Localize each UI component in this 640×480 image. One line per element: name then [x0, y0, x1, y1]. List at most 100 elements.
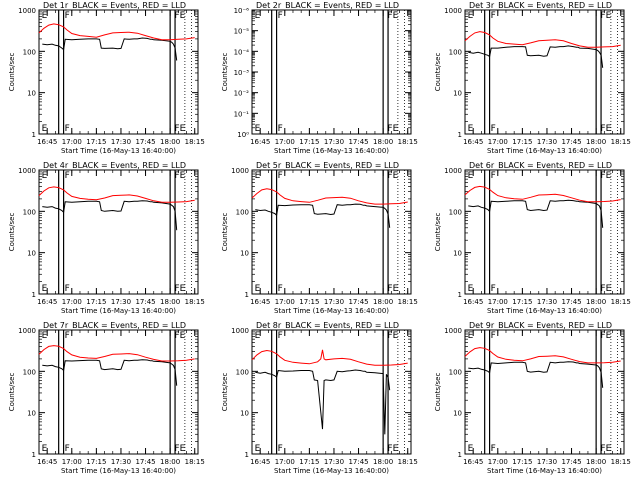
flag-label-bottom: FE: [387, 444, 398, 454]
x-axis-label: Start Time (16-May-13 16:40:00): [61, 467, 176, 475]
y-tick-label: 1: [245, 451, 249, 459]
y-tick-label: 100: [449, 208, 462, 216]
x-tick-label: 17:00: [275, 458, 295, 466]
x-tick-label: 17:30: [111, 138, 131, 146]
series-lld-line: [464, 347, 621, 364]
x-tick-label: 16:45: [463, 138, 483, 146]
flag-label-bottom: FE: [387, 284, 398, 294]
y-tick-label: 1000: [444, 7, 462, 15]
flag-label-bottom: FE: [174, 444, 185, 454]
x-tick-label: 17:00: [275, 138, 295, 146]
series-lld-line: [251, 188, 408, 205]
x-tick-label: 18:15: [611, 138, 631, 146]
x-tick-label: 18:00: [586, 458, 606, 466]
y-tick-label: 1: [32, 291, 36, 299]
y-tick-label: 1000: [18, 167, 36, 175]
x-tick-label: 18:15: [185, 138, 205, 146]
flag-label-bottom: F: [491, 124, 496, 134]
y-tick-label: 1: [32, 451, 36, 459]
y-axis-label: Counts/sec: [434, 373, 442, 412]
flag-label-top: F: [278, 171, 283, 181]
y-tick-label: 10⁻⁵: [234, 28, 250, 36]
detector-plot-2: Det 2r_BLACK = Events, RED = LLD 10⁰ 10⁻¹ 1…: [221, 1, 418, 155]
flag-label-bottom: FE: [600, 124, 611, 134]
flag-label-top: F: [65, 331, 70, 341]
x-tick-label: 18:00: [586, 298, 606, 306]
x-axis-label: Start Time (16-May-13 16:40:00): [274, 467, 389, 475]
flag-label-bottom: FE: [174, 284, 185, 294]
plot-frame: [251, 169, 412, 295]
y-tick-label: 100: [236, 208, 249, 216]
flag-label-bottom: FE: [387, 124, 398, 134]
flag-label-top: F: [65, 171, 70, 181]
y-axis-label: Counts/sec: [8, 53, 16, 92]
y-tick-label: 100: [236, 368, 249, 376]
x-tick-label: 17:00: [62, 298, 82, 306]
y-tick-label: 1000: [231, 167, 249, 175]
y-tick-label: 10: [240, 250, 249, 258]
y-tick-label: 1: [458, 291, 462, 299]
y-tick-label: 1000: [444, 327, 462, 335]
flag-label-bottom: FE: [600, 444, 611, 454]
y-tick-label: 100: [23, 208, 36, 216]
y-tick-label: 100: [449, 48, 462, 56]
plot-title: Det 4r_BLACK = Events, RED = LLD: [43, 161, 186, 170]
detector-plot-4: Det 4r_BLACK = Events, RED = LLD 1 10 100 10…: [8, 161, 205, 315]
x-tick-label: 17:45: [348, 138, 368, 146]
y-axis-label: Counts/sec: [221, 53, 229, 92]
detector-plot-9: Det 9r_BLACK = Events, RED = LLD 1 10 100 10…: [434, 321, 631, 475]
x-axis-label: Start Time (16-May-13 16:40:00): [274, 147, 389, 155]
flag-label-top: FE: [174, 171, 185, 181]
x-tick-label: 18:00: [373, 458, 393, 466]
y-axis-label: Counts/sec: [434, 213, 442, 252]
plot-frame: [464, 9, 625, 135]
detector-plot-1: Det 1r_BLACK = Events, RED = LLD 1 10 100 10…: [8, 1, 205, 155]
x-tick-label: 17:45: [561, 138, 581, 146]
x-tick-label: 17:30: [537, 298, 557, 306]
series-events-line: [42, 37, 178, 61]
flag-label-top: FE: [387, 11, 398, 21]
flag-label-bottom: E: [468, 124, 474, 134]
plot-frame: [38, 329, 199, 455]
x-tick-label: 17:15: [512, 298, 532, 306]
flag-label-top: FE: [600, 331, 611, 341]
flag-label-top: FE: [600, 11, 611, 21]
x-tick-label: 16:45: [37, 458, 57, 466]
y-tick-label: 1000: [18, 327, 36, 335]
plot-title: Det 9r_BLACK = Events, RED = LLD: [469, 321, 612, 330]
x-tick-label: 18:00: [586, 138, 606, 146]
series-lld-line: [38, 186, 195, 203]
x-tick-label: 17:45: [561, 458, 581, 466]
detector-plot-8: Det 8r_BLACK = Events, RED = LLD 1 10 100 10…: [221, 321, 418, 475]
y-tick-label: 100: [23, 48, 36, 56]
x-tick-label: 17:30: [111, 458, 131, 466]
series-events-line: [468, 361, 604, 388]
x-tick-label: 17:30: [537, 458, 557, 466]
y-tick-label: 10⁰: [237, 131, 249, 139]
flag-label-bottom: E: [468, 284, 474, 294]
plot-frame: [251, 9, 412, 135]
plot-frame: [464, 329, 625, 455]
plot-frame: [251, 329, 412, 455]
plot-title: Det 6r_BLACK = Events, RED = LLD: [469, 161, 612, 170]
x-tick-label: 17:15: [299, 138, 319, 146]
x-tick-label: 16:45: [463, 458, 483, 466]
flag-label-top: E: [42, 171, 48, 181]
x-tick-label: 16:45: [37, 138, 57, 146]
plot-frame: [38, 9, 199, 135]
flag-label-bottom: E: [42, 444, 48, 454]
x-tick-label: 17:45: [135, 138, 155, 146]
x-tick-label: 18:00: [373, 138, 393, 146]
x-tick-label: 18:00: [373, 298, 393, 306]
x-tick-label: 16:45: [250, 458, 270, 466]
y-tick-label: 10: [453, 90, 462, 98]
series-events-line: [255, 203, 391, 228]
x-axis-label: Start Time (16-May-13 16:40:00): [487, 147, 602, 155]
x-axis-label: Start Time (16-May-13 16:40:00): [61, 147, 176, 155]
flag-label-bottom: F: [278, 124, 283, 134]
flag-label-bottom: F: [278, 444, 283, 454]
plot-title: Det 7r_BLACK = Events, RED = LLD: [43, 321, 186, 330]
flag-label-bottom: E: [255, 124, 261, 134]
x-axis-label: Start Time (16-May-13 16:40:00): [274, 307, 389, 315]
series-events-line: [468, 199, 604, 228]
